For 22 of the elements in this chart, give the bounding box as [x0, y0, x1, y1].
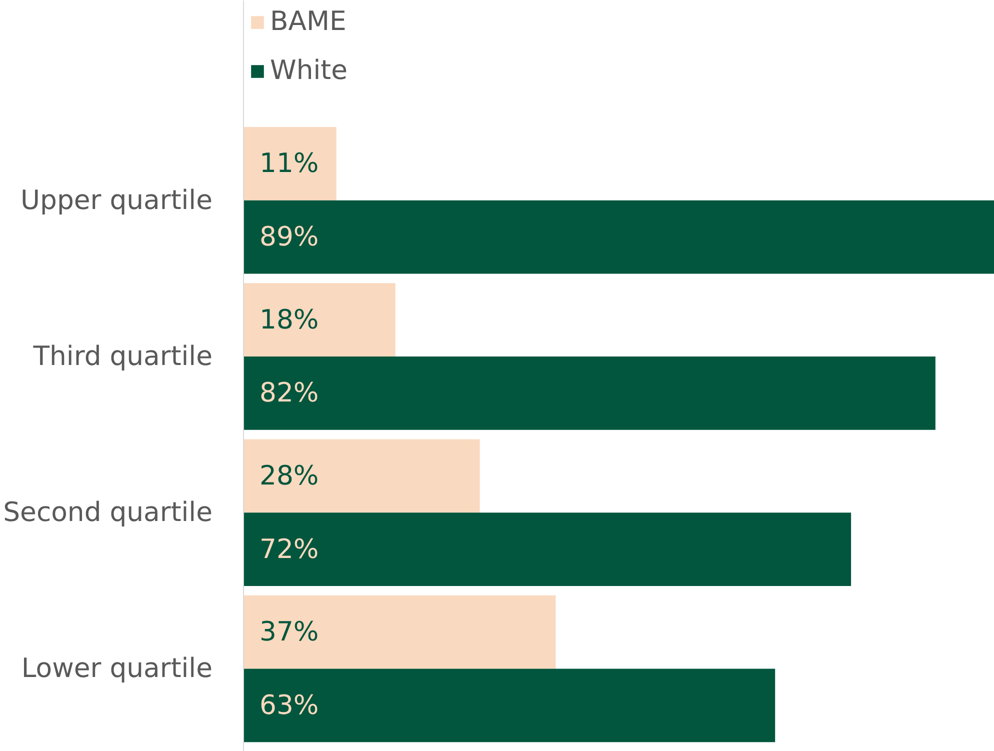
- bar: [244, 126, 336, 200]
- data-label: 72%: [260, 534, 319, 565]
- bar: [244, 595, 556, 669]
- bar: [244, 356, 936, 430]
- bar: [244, 512, 852, 586]
- data-label: 11%: [260, 148, 319, 180]
- data-label: 89%: [260, 222, 319, 253]
- bar: [244, 283, 396, 356]
- y-tick-label: Second quartile: [3, 497, 213, 528]
- bar: [244, 668, 776, 742]
- legend-label: White: [270, 55, 348, 86]
- y-tick-label: Upper quartile: [20, 184, 213, 216]
- bar: [244, 439, 480, 513]
- bar: [244, 200, 994, 274]
- data-label: 63%: [260, 690, 319, 721]
- y-tick-label: Third quartile: [32, 340, 213, 372]
- data-label: 18%: [260, 304, 319, 336]
- data-label: 82%: [260, 378, 319, 409]
- data-label: 37%: [260, 616, 319, 648]
- legend-label: BAME: [270, 6, 346, 37]
- data-label: 28%: [260, 460, 319, 492]
- y-tick-label: Lower quartile: [21, 653, 213, 684]
